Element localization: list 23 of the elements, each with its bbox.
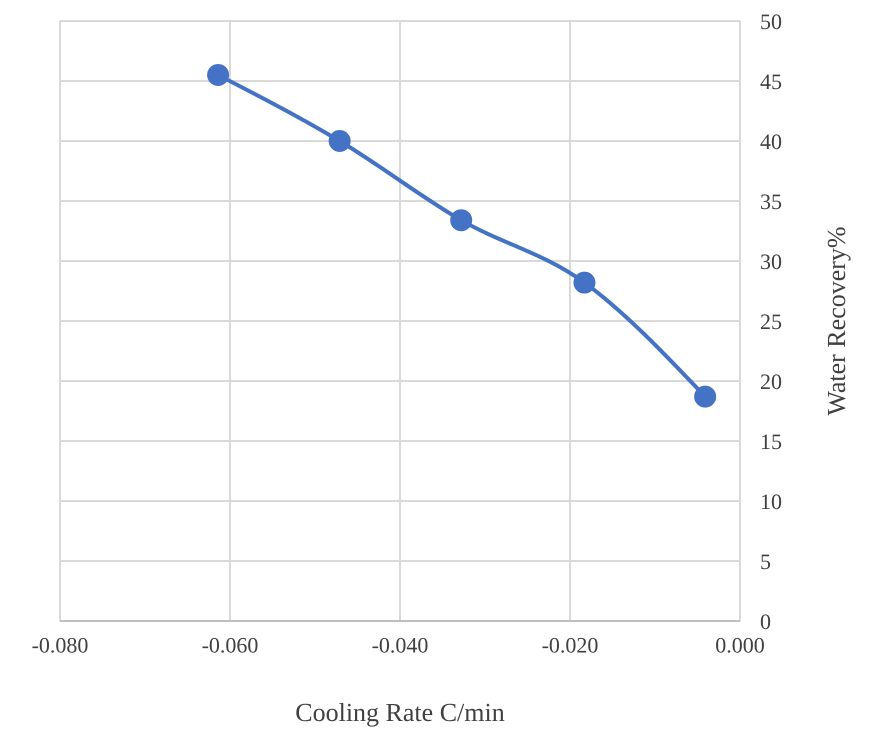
y-tick-label: 0: [760, 608, 771, 634]
y-tick-label: 35: [760, 188, 782, 214]
y-tick-label: 15: [760, 428, 782, 454]
y-tick-label: 50: [760, 8, 782, 34]
point: [573, 272, 596, 294]
y-tick-label: 45: [760, 68, 782, 94]
point: [694, 386, 716, 408]
y-tick-label: 25: [760, 308, 782, 334]
x-axis-title: Cooling Rate C/min: [295, 698, 505, 727]
y-tick-label: 10: [760, 488, 782, 514]
y-tick-label: 5: [760, 548, 771, 574]
x-tick-label: -0.020: [542, 632, 598, 658]
y-tick-label: 40: [760, 128, 782, 154]
x-tick-label: -0.060: [202, 632, 258, 658]
y-tick-label: 20: [760, 368, 782, 394]
x-tick-label: -0.040: [372, 632, 428, 658]
y-axis-title: Water Recovery%: [822, 226, 852, 416]
x-tick-label: -0.080: [32, 632, 88, 658]
y-tick-label: 30: [760, 248, 782, 274]
point: [207, 64, 230, 86]
x-tick-label: 0.000: [715, 632, 765, 658]
point: [328, 130, 351, 152]
point: [450, 209, 472, 232]
